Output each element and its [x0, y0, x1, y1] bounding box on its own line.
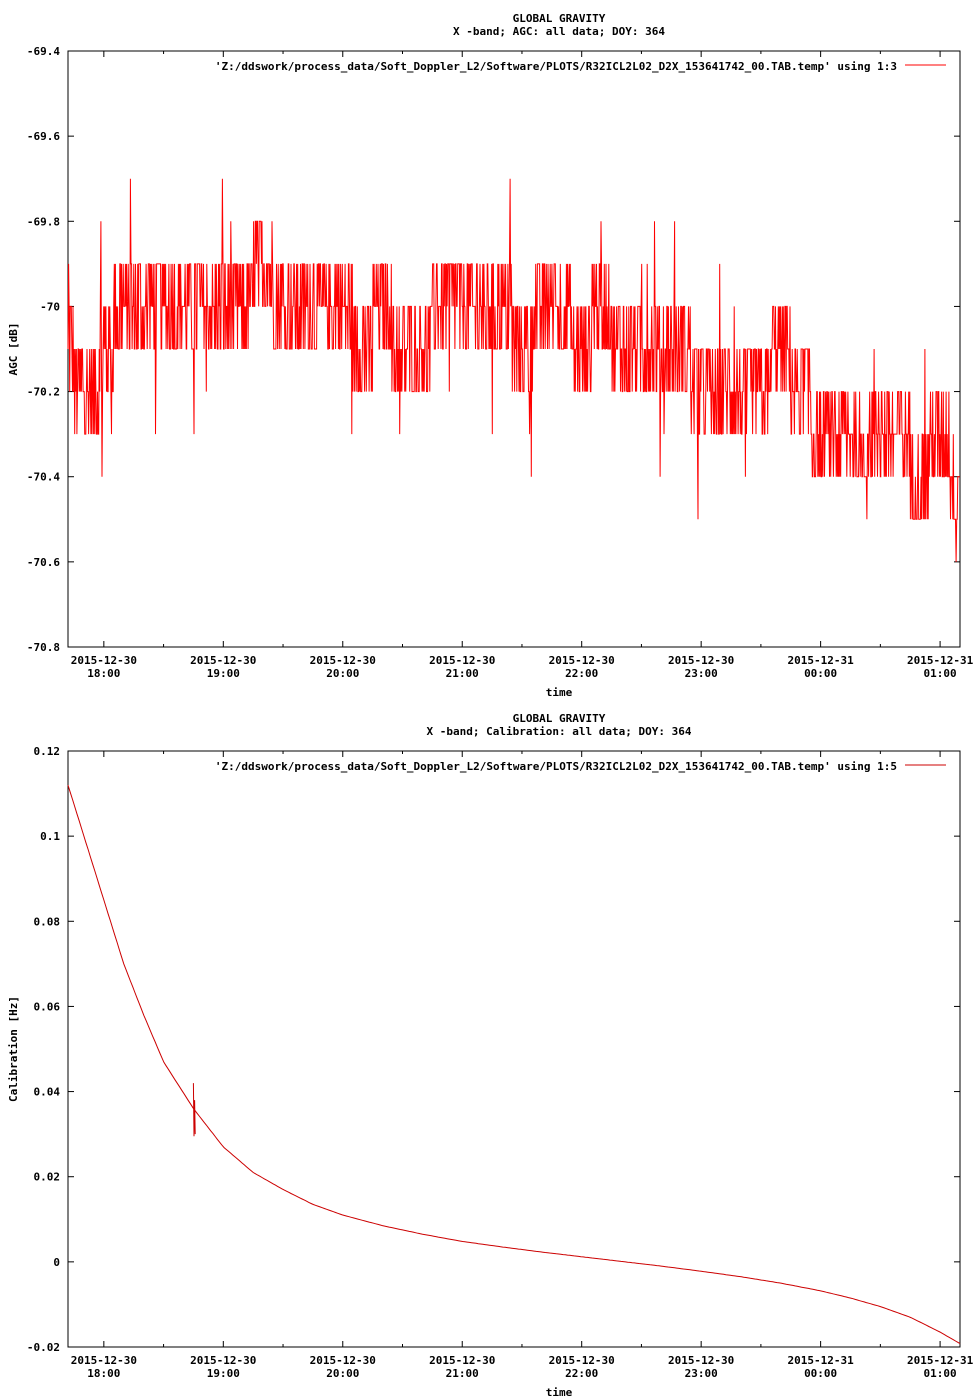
x-tick-label-time: 21:00: [446, 667, 479, 680]
y-tick-label: -70.2: [27, 386, 60, 399]
y-tick-label: 0.12: [34, 745, 61, 758]
x-tick-label-time: 01:00: [924, 1367, 957, 1380]
x-axis-label: time: [546, 1386, 573, 1399]
x-tick-label-time: 23:00: [685, 667, 718, 680]
chart-title: GLOBAL GRAVITY: [513, 712, 606, 725]
chart-subtitle: X -band; Calibration: all data; DOY: 364: [427, 725, 692, 738]
x-tick-label-time: 01:00: [924, 667, 957, 680]
x-tick-label-time: 18:00: [87, 667, 120, 680]
x-tick-label-date: 2015-12-30: [668, 654, 734, 667]
x-tick-label-date: 2015-12-30: [549, 1354, 615, 1367]
chart-subtitle: X -band; AGC: all data; DOY: 364: [453, 25, 665, 38]
x-tick-label-date: 2015-12-30: [310, 654, 376, 667]
x-tick-label-date: 2015-12-30: [429, 654, 495, 667]
y-tick-label: -69.4: [27, 45, 60, 58]
x-tick-label-date: 2015-12-30: [190, 1354, 256, 1367]
y-tick-label: 0.06: [34, 1000, 61, 1013]
legend-label: 'Z:/ddswork/process_data/Soft_Doppler_L2…: [215, 60, 897, 73]
x-tick-label-date: 2015-12-30: [71, 1354, 137, 1367]
y-tick-label: 0.1: [40, 830, 60, 843]
x-tick-label-date: 2015-12-31: [788, 654, 855, 667]
x-tick-label-date: 2015-12-31: [907, 654, 974, 667]
y-tick-label: 0.08: [34, 915, 61, 928]
x-tick-label-time: 19:00: [207, 667, 240, 680]
y-tick-label: -69.8: [27, 215, 60, 228]
y-axis-label: Calibration [Hz]: [7, 996, 20, 1102]
x-tick-label-time: 19:00: [207, 1367, 240, 1380]
y-tick-label: 0: [53, 1256, 60, 1269]
x-tick-label-date: 2015-12-30: [310, 1354, 376, 1367]
y-tick-label: 0.04: [34, 1086, 61, 1099]
x-tick-label-time: 00:00: [804, 1367, 837, 1380]
x-tick-label-time: 00:00: [804, 667, 837, 680]
x-tick-label-time: 18:00: [87, 1367, 120, 1380]
x-tick-label-date: 2015-12-30: [71, 654, 137, 667]
y-tick-label: -70.8: [27, 641, 60, 654]
x-tick-label-date: 2015-12-31: [907, 1354, 974, 1367]
x-tick-label-date: 2015-12-30: [668, 1354, 734, 1367]
x-axis-label: time: [546, 686, 573, 699]
x-tick-label-time: 22:00: [565, 667, 598, 680]
x-tick-label-time: 22:00: [565, 1367, 598, 1380]
series-line: [67, 784, 961, 1345]
x-tick-label-date: 2015-12-30: [549, 654, 615, 667]
series-spike: [192, 1083, 196, 1137]
x-tick-label-date: 2015-12-31: [788, 1354, 855, 1367]
x-tick-label-date: 2015-12-30: [190, 654, 256, 667]
x-tick-label-time: 21:00: [446, 1367, 479, 1380]
x-tick-label-time: 23:00: [685, 1367, 718, 1380]
y-tick-label: -70.4: [27, 471, 60, 484]
y-tick-label: -70.6: [27, 556, 60, 569]
x-tick-label-time: 20:00: [326, 1367, 359, 1380]
y-tick-label: -70: [40, 300, 60, 313]
y-tick-label: -69.6: [27, 130, 60, 143]
y-tick-label: -0.02: [27, 1341, 60, 1354]
y-axis-label: AGC [dB]: [7, 323, 20, 376]
x-tick-label-time: 20:00: [326, 667, 359, 680]
series-line: [67, 178, 960, 562]
chart-title: GLOBAL GRAVITY: [513, 12, 606, 25]
y-tick-label: 0.02: [34, 1171, 61, 1184]
legend-label: 'Z:/ddswork/process_data/Soft_Doppler_L2…: [215, 760, 897, 773]
plot-frame: [67, 750, 961, 1348]
x-tick-label-date: 2015-12-30: [429, 1354, 495, 1367]
